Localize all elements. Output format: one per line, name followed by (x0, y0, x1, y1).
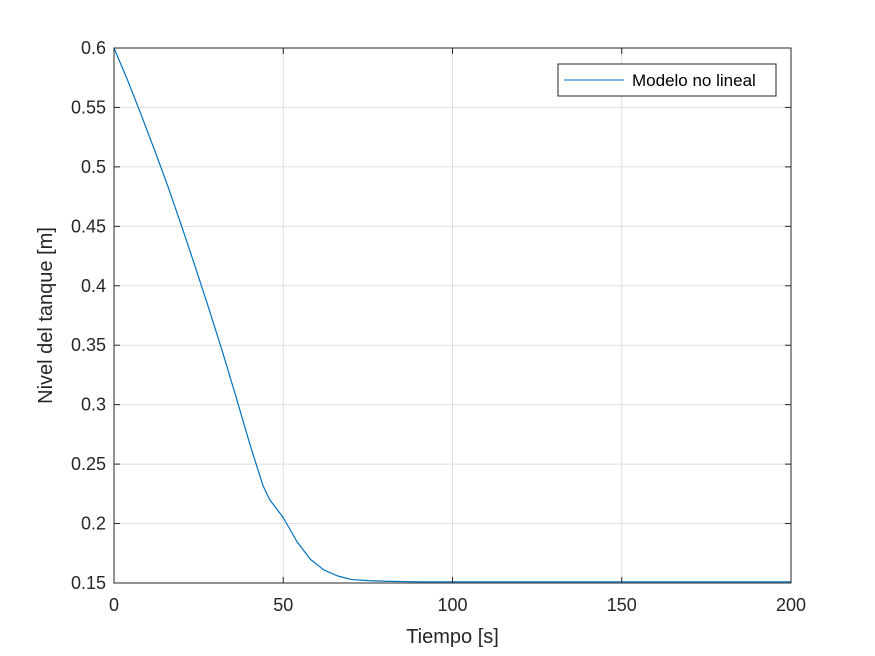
series-layer (113, 47, 791, 583)
x-tick-label: 50 (273, 595, 293, 615)
tick-labels: 0 50 100 150 200 0.15 0.2 0.25 0.3 0.35 0.4 0.45 0.5… (71, 38, 806, 615)
y-tick-label: 0.2 (81, 514, 106, 534)
y-axis-label: Nivel del tanque [m] (35, 227, 57, 404)
y-tick-label: 0.4 (81, 276, 106, 296)
y-tick-label: 0.45 (71, 216, 106, 236)
y-tick-label: 0.35 (71, 335, 106, 355)
y-tick-label: 0.6 (81, 38, 106, 58)
series-line-modelo-no-lineal (113, 47, 791, 583)
legend-entry-modelo-no-lineal: Modelo no lineal (632, 71, 756, 90)
x-tick-label: 100 (437, 595, 467, 615)
x-tick-label: 0 (109, 595, 119, 615)
x-tick-label: 150 (607, 595, 637, 615)
y-tick-label: 0.3 (81, 395, 106, 415)
x-axis-label: Tiempo [s] (406, 626, 499, 648)
y-tick-label: 0.25 (71, 454, 106, 474)
y-tick-label: 0.5 (81, 157, 106, 177)
tick-marks (113, 47, 792, 584)
legend: Modelo no lineal (557, 63, 777, 97)
x-tick-label: 200 (776, 595, 806, 615)
y-tick-label: 0.15 (71, 573, 106, 593)
y-tick-label: 0.55 (71, 97, 106, 117)
